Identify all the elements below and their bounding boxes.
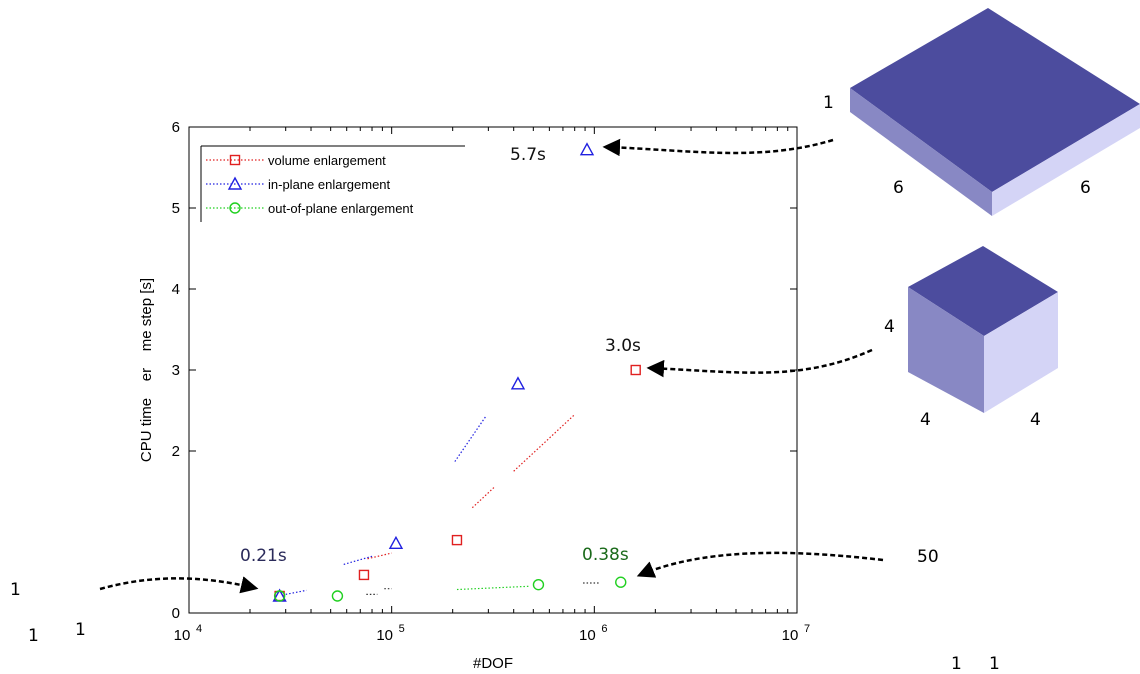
y-tick-label: 2 [172, 443, 180, 460]
series-segment-in-plane-enlargement [343, 555, 373, 565]
y-tick-label: 4 [172, 281, 180, 298]
legend-label-in-plane-enlargement: in-plane enlargement [268, 177, 391, 192]
data-point-volume-enlargement [358, 569, 370, 581]
y-axis-title: CPU time er me step [s] [138, 278, 155, 462]
data-point-out-of-plane-enlargement [273, 590, 286, 602]
long-bar-labels: 50 1 1 [917, 547, 1000, 674]
long-bar-width: 1 [951, 654, 962, 674]
flat-slab-left [850, 88, 992, 216]
unit-cube-width: 1 [28, 626, 39, 646]
x-tick-labels: 10 4 10 5 10 6 10 7 [174, 623, 810, 644]
legend-marker-out-of-plane-enlargement [229, 202, 241, 214]
axis-ticks [188, 126, 798, 614]
cube-illustration: 4 4 4 [884, 246, 1058, 430]
callouts: 5.7s 3.0s 0.21s 0.38s [99, 138, 884, 594]
legend-label-out-of-plane-enlargement: out-of-plane enlargement [268, 201, 414, 216]
annotation-3-0s: 3.0s [605, 336, 641, 356]
arrow-long-bar [636, 551, 884, 578]
y-tick-label: 5 [172, 200, 180, 217]
data-point-out-of-plane-enlargement [331, 590, 344, 602]
flat-slab-right [992, 104, 1140, 216]
x-axis-title: #DOF [473, 655, 513, 672]
cube-top [908, 246, 1058, 336]
x-tick-label: 10 [579, 627, 596, 644]
flat-slab-illustration: 1 6 6 [823, 8, 1140, 216]
series-segment-in-plane-enlargement [285, 589, 307, 595]
data-point-volume-enlargement [451, 534, 463, 546]
cube-width: 4 [920, 410, 931, 430]
arrow-flat-slab [602, 138, 834, 157]
annotation-0-21s: 0.21s [240, 546, 287, 566]
y-tick-label: 6 [172, 119, 180, 136]
arrow-unit-cube [99, 576, 259, 594]
x-tick-label: 10 [376, 627, 393, 644]
x-tick-exponent: 7 [804, 623, 810, 635]
series-segment-volume-enlargement [513, 414, 576, 472]
data-point-out-of-plane-enlargement [615, 576, 627, 588]
data-point-in-plane-enlargement [510, 376, 526, 390]
y-tick-label: 0 [172, 605, 180, 622]
annotation-5-7s: 5.7s [510, 145, 546, 165]
data-point-volume-enlargement [630, 364, 641, 376]
cube-left [908, 287, 984, 413]
flat-slab-top [850, 8, 1140, 192]
legend-marker-in-plane-enlargement [227, 176, 243, 190]
flat-slab-thickness: 1 [823, 93, 834, 113]
legend-marker-volume-enlargement [229, 154, 241, 166]
y-tick-label: 3 [172, 362, 180, 379]
unit-cube-labels: 1 1 1 [10, 580, 86, 646]
data-point-out-of-plane-enlargement [532, 578, 545, 591]
series-segment-in-plane-enlargement [454, 416, 486, 462]
flat-slab-depth: 6 [1080, 178, 1091, 198]
x-tick-exponent: 5 [399, 623, 405, 635]
legend-label-volume-enlargement: volume enlargement [268, 153, 386, 168]
unit-cube-height: 1 [10, 580, 21, 600]
legend-entries: volume enlargement in-plane enlargement ou… [206, 153, 414, 216]
annotation-0-38s: 0.38s [582, 545, 629, 565]
flat-slab-width: 6 [893, 178, 904, 198]
cube-right [984, 292, 1058, 413]
unit-cube-depth: 1 [75, 620, 86, 640]
series-segment-volume-enlargement [367, 552, 392, 560]
x-tick-exponent: 4 [196, 623, 202, 635]
data-point-in-plane-enlargement [388, 535, 404, 550]
long-bar-length: 50 [917, 547, 939, 567]
x-tick-label: 10 [782, 627, 799, 644]
x-tick-exponent: 6 [601, 623, 607, 635]
data-point-in-plane-enlargement [579, 142, 595, 156]
y-tick-labels: 0 2 3 4 5 6 [172, 119, 180, 622]
cube-height: 4 [884, 317, 895, 337]
cube-depth: 4 [1030, 410, 1041, 430]
series-segment-out-of-plane-enlargement [456, 585, 530, 591]
series-segments [285, 414, 599, 595]
series-markers [272, 142, 641, 602]
long-bar-depth: 1 [989, 654, 1000, 674]
arrow-cube [646, 348, 873, 378]
legend: volume enlargement in-plane enlargement ou… [200, 145, 465, 222]
x-tick-label: 10 [174, 627, 191, 644]
series-segment-volume-enlargement [471, 487, 495, 509]
